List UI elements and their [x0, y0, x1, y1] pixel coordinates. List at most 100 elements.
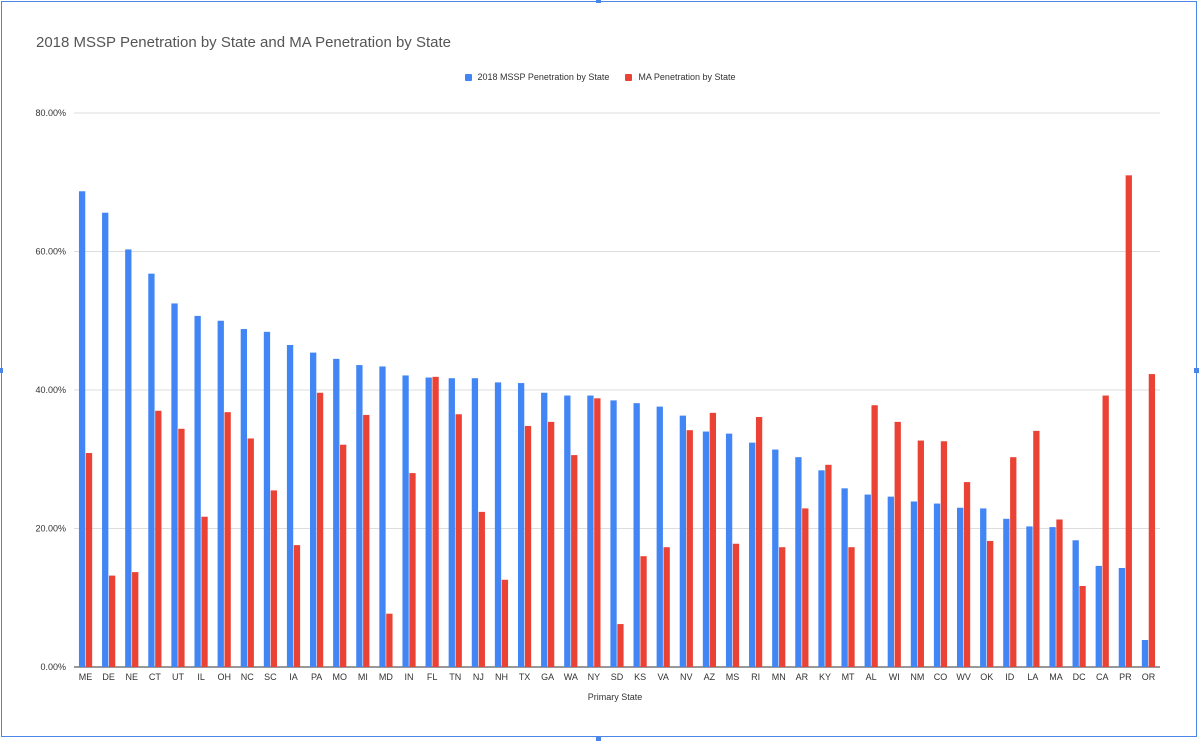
bar-mssp	[425, 377, 432, 667]
bar-mssp	[125, 249, 132, 668]
x-tick-label: LA	[1027, 672, 1038, 682]
bar-ma	[270, 490, 278, 667]
bar-mssp	[887, 496, 894, 667]
bar-ma	[1102, 395, 1109, 667]
y-tick-label: 0.00%	[40, 662, 66, 672]
bar-mssp	[78, 191, 86, 667]
x-tick-label: MI	[358, 672, 368, 682]
bar-ma	[755, 417, 763, 667]
x-tick-label: MD	[379, 672, 393, 682]
x-tick-label: CT	[149, 672, 161, 682]
bar-ma	[640, 556, 647, 667]
resize-handle-left[interactable]	[0, 368, 3, 373]
bar-ma	[524, 426, 532, 667]
resize-handle-top[interactable]	[596, 0, 601, 3]
bar-ma	[617, 624, 624, 667]
x-tick-label: MT	[842, 672, 855, 682]
bar-ma	[987, 540, 994, 667]
bar-ma	[825, 464, 832, 667]
bar-ma	[224, 412, 231, 667]
x-tick-label: ME	[79, 672, 93, 682]
x-tick-label: AL	[866, 672, 877, 682]
x-tick-label: CA	[1096, 672, 1109, 682]
bar-mssp	[402, 375, 409, 667]
x-tick-label: MA	[1049, 672, 1063, 682]
bar-mssp	[217, 320, 224, 667]
bar-ma	[478, 511, 485, 667]
bar-ma	[178, 428, 185, 667]
legend-item-mssp: 2018 MSSP Penetration by State	[464, 72, 609, 82]
bar-mssp	[1003, 518, 1010, 667]
bar-ma	[571, 455, 578, 667]
bar-mssp	[194, 315, 201, 667]
bar-mssp	[240, 329, 247, 667]
bar-mssp	[102, 212, 109, 667]
x-tick-label: RI	[751, 672, 760, 682]
bar-mssp	[818, 470, 825, 667]
bar-mssp	[633, 403, 640, 667]
bar-ma	[386, 613, 393, 667]
bar-mssp	[1072, 540, 1079, 667]
x-tick-label: NE	[126, 672, 139, 682]
bar-mssp	[171, 303, 178, 667]
bar-ma	[340, 444, 347, 667]
x-tick-label: AZ	[704, 672, 716, 682]
bar-mssp	[1141, 639, 1149, 667]
x-tick-label: MN	[772, 672, 786, 682]
x-tick-label: WA	[564, 672, 578, 682]
bar-mssp	[702, 431, 710, 667]
bar-ma	[1010, 457, 1017, 667]
x-tick-label: NC	[241, 672, 254, 682]
bar-mssp	[448, 378, 455, 667]
bar-ma	[686, 430, 693, 667]
y-tick-label: 80.00%	[35, 108, 66, 118]
resize-handle-right[interactable]	[1194, 368, 1199, 373]
bar-mssp	[933, 503, 941, 667]
bar-mssp	[471, 378, 479, 667]
bar-mssp	[379, 366, 386, 667]
bar-mssp	[1118, 567, 1126, 667]
x-tick-label: CO	[934, 672, 948, 682]
x-tick-label: TN	[449, 672, 461, 682]
bar-ma	[547, 421, 555, 667]
bar-mssp	[1095, 565, 1102, 667]
x-tick-label: DE	[102, 672, 115, 682]
bar-mssp	[356, 365, 363, 667]
resize-handle-bottom[interactable]	[596, 736, 601, 741]
x-tick-label: GA	[541, 672, 554, 682]
x-tick-label: PR	[1119, 672, 1132, 682]
x-tick-label: NY	[588, 672, 601, 682]
bar-ma	[501, 579, 509, 667]
x-tick-label: KY	[819, 672, 831, 682]
bar-ma	[247, 438, 254, 667]
x-tick-label: OH	[217, 672, 231, 682]
legend-label-ma: MA Penetration by State	[638, 72, 736, 82]
bar-ma	[85, 453, 93, 667]
x-tick-label: VA	[658, 672, 669, 682]
x-tick-label: FL	[427, 672, 438, 682]
bar-mssp	[517, 383, 525, 667]
bar-ma	[871, 405, 878, 667]
x-tick-label: NV	[680, 672, 693, 682]
x-tick-label: IA	[289, 672, 298, 682]
bar-ma	[1125, 175, 1132, 667]
legend-swatch-ma	[625, 73, 633, 81]
bar-ma	[1056, 519, 1063, 667]
x-tick-label: NJ	[473, 672, 484, 682]
chart-title: 2018 MSSP Penetration by State and MA Pe…	[36, 34, 451, 51]
bar-mssp	[910, 501, 918, 667]
x-tick-label: TX	[519, 672, 531, 682]
bar-ma	[940, 441, 948, 667]
x-tick-label: AR	[796, 672, 809, 682]
y-tick-label: 40.00%	[35, 385, 66, 395]
x-tick-label: PA	[311, 672, 322, 682]
x-tick-label: IN	[405, 672, 414, 682]
x-tick-label: DC	[1073, 672, 1086, 682]
bar-ma	[917, 440, 924, 667]
bar-ma	[732, 543, 740, 667]
bar-ma	[894, 421, 901, 667]
bar-mssp	[656, 406, 663, 667]
legend-item-ma: MA Penetration by State	[625, 72, 735, 82]
bar-mssp	[610, 400, 617, 667]
bar-ma	[201, 516, 208, 667]
